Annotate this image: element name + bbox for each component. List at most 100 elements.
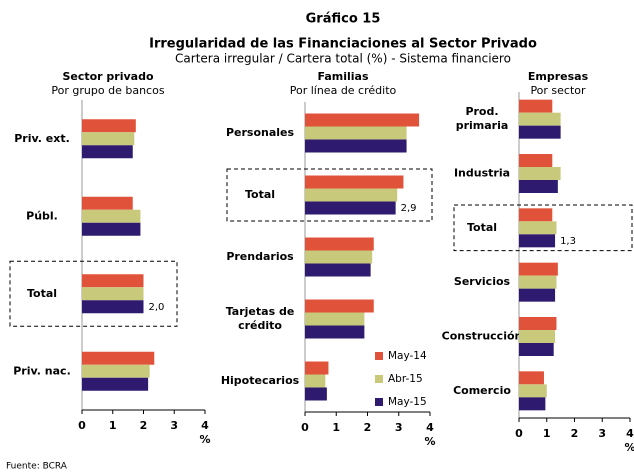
x-tick-label: 0 (301, 421, 309, 434)
bar (82, 377, 149, 391)
bar (519, 99, 553, 113)
category-label: Total (27, 287, 57, 300)
x-tick-label: 3 (395, 421, 403, 434)
legend-label: May-15 (388, 396, 427, 408)
bar (305, 201, 396, 215)
legend-label: Abr-15 (388, 373, 423, 385)
bar (82, 364, 150, 378)
legend-swatch (375, 398, 383, 406)
x-tick-label: 4 (201, 419, 209, 432)
bar (305, 263, 371, 277)
bar (305, 175, 404, 189)
bar (305, 139, 407, 153)
x-tick-label: 2 (571, 427, 579, 440)
bar (305, 113, 420, 127)
bar (82, 351, 155, 365)
panel-title: Familias (317, 70, 368, 83)
x-tick-label: 1 (109, 419, 117, 432)
x-axis-label: % (199, 433, 210, 446)
bar (305, 312, 365, 326)
bar (305, 325, 365, 339)
bar (305, 250, 373, 264)
category-label: Servicios (454, 275, 511, 288)
bar (82, 274, 144, 288)
panel-subtitle: Por grupo de bancos (51, 84, 164, 97)
bar (305, 237, 374, 251)
chart-heading: Irregularidad de las Financiaciones al S… (149, 37, 537, 52)
x-tick-label: 4 (426, 421, 434, 434)
bar (519, 208, 553, 222)
value-label: 2,0 (149, 302, 165, 313)
bar (519, 397, 546, 411)
panel-subtitle: Por sector (530, 84, 586, 97)
x-tick-label: 3 (170, 419, 178, 432)
bar (82, 196, 133, 210)
bar (519, 154, 553, 167)
bar (519, 112, 561, 126)
bar (519, 262, 558, 276)
x-tick-label: 1 (543, 427, 551, 440)
category-label: Prod. primaria (456, 105, 509, 132)
x-axis-label: % (424, 435, 435, 448)
bar (519, 343, 554, 356)
legend-swatch (375, 352, 383, 360)
legend-swatch (375, 375, 383, 383)
x-tick-label: 0 (78, 419, 86, 432)
x-tick-label: 2 (140, 419, 148, 432)
category-label: Tarjetas de crédito (226, 305, 295, 332)
bar (519, 288, 556, 302)
source: Fuente: BCRA (6, 462, 68, 472)
category-label: Personales (226, 126, 295, 139)
bar (305, 374, 326, 388)
bar (519, 371, 544, 385)
bar (82, 145, 133, 159)
category-label: Total (245, 188, 275, 201)
bar (305, 188, 398, 202)
value-label: 2,9 (401, 203, 417, 214)
panel-title: Sector privado (62, 70, 154, 83)
highlight-box (9, 260, 178, 327)
category-label: Industria (454, 167, 510, 180)
panel-title: Empresas (528, 70, 589, 83)
bar (519, 221, 557, 235)
chart-title: Gráfico 15 (306, 12, 381, 27)
bar (82, 132, 135, 146)
bar (519, 167, 561, 180)
chart-subtitle: Cartera irregular / Cartera total (%) - … (175, 52, 511, 66)
category-label: Prendarios (226, 250, 294, 263)
bar (519, 317, 557, 330)
panel-subtitle: Por línea de crédito (290, 84, 397, 97)
bar (519, 275, 557, 289)
category-label: Hipotecarios (221, 374, 300, 387)
x-tick-label: 0 (515, 427, 523, 440)
bar (519, 330, 556, 343)
x-tick-label: 2 (364, 421, 372, 434)
x-tick-label: 3 (598, 427, 606, 440)
category-label: Total (467, 221, 497, 234)
value-label: 1,3 (560, 236, 576, 247)
highlight-box (226, 168, 433, 222)
category-label: Priv. ext. (14, 132, 70, 145)
bar (519, 234, 556, 248)
category-label: Priv. nac. (13, 364, 71, 377)
bar (305, 361, 329, 375)
bar (82, 287, 144, 301)
bar (82, 119, 136, 133)
bar (82, 209, 141, 223)
bar (519, 125, 561, 139)
bar (305, 126, 407, 140)
bar (305, 387, 327, 401)
bar (82, 222, 141, 236)
x-tick-label: 4 (626, 427, 634, 440)
bar (519, 384, 547, 398)
category-label: Construcción (442, 330, 523, 343)
legend-label: May-14 (388, 350, 427, 362)
bar (519, 180, 558, 193)
bar (82, 300, 144, 314)
category-label: Comercio (453, 384, 511, 397)
category-label: Públ. (26, 209, 58, 222)
x-tick-label: 1 (332, 421, 340, 434)
bar (305, 299, 374, 313)
x-axis-label: % (624, 441, 634, 454)
